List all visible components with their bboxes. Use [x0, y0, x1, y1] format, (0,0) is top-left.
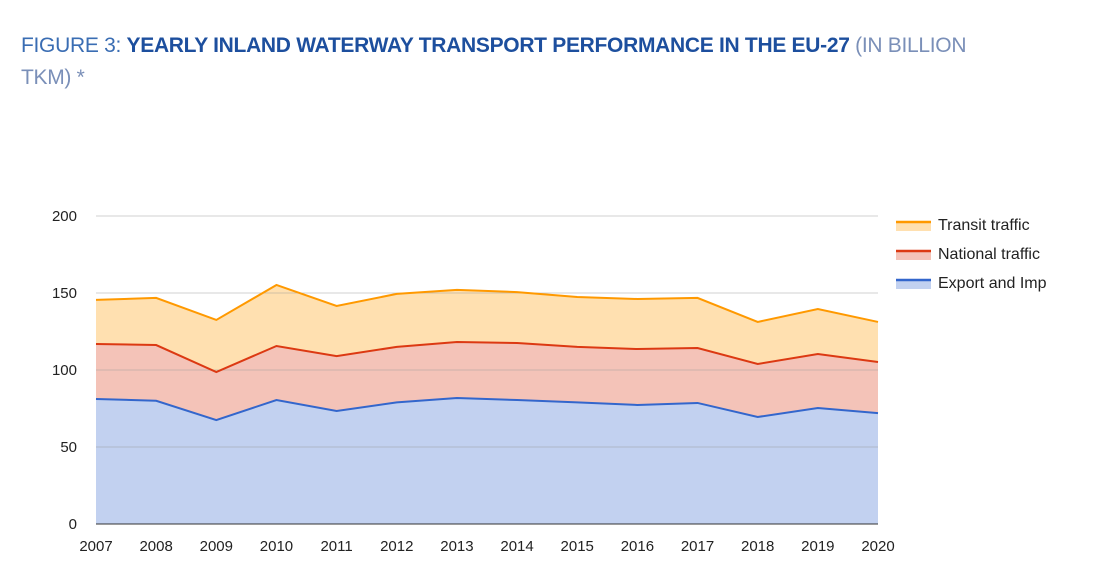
legend-label: Export and Imp	[938, 275, 1047, 292]
legend-swatch	[896, 221, 931, 231]
line-transit-traffic	[95, 283, 879, 323]
x-tick-label: 2010	[260, 538, 293, 555]
x-tick-label: 2007	[79, 538, 112, 555]
legend-swatch	[896, 279, 931, 289]
line-export-and-imp	[95, 397, 879, 422]
figure-label: FIGURE 3:	[21, 34, 127, 57]
x-tick-label: 2012	[380, 538, 413, 555]
x-tick-label: 2020	[861, 538, 894, 555]
line-national-traffic	[95, 340, 879, 374]
figure-unit: (IN BILLION TKM) *	[21, 34, 967, 89]
legend-label: Transit traffic	[938, 217, 1030, 234]
figure-main-title: YEARLY INLAND WATERWAY TRANSPORT PERFORM…	[126, 34, 850, 57]
x-tick-label: 2019	[801, 538, 834, 555]
y-tick-label: 50	[60, 439, 77, 456]
x-tick-label: 2018	[741, 538, 774, 555]
y-tick-label: 150	[52, 285, 77, 302]
x-tick-label: 2017	[681, 538, 714, 555]
x-tick-label: 2015	[561, 538, 594, 555]
x-tick-label: 2013	[440, 538, 473, 555]
x-tick-label: 2011	[320, 538, 352, 555]
y-tick-label: 0	[69, 516, 77, 533]
legend-swatch	[896, 250, 931, 260]
area-transit-traffic	[96, 284, 878, 373]
area-export-and-imp	[96, 398, 878, 524]
figure-title: FIGURE 3: YEARLY INLAND WATERWAY TRANSPO…	[21, 30, 1021, 94]
y-tick-label: 100	[52, 362, 77, 379]
y-tick-label: 200	[52, 208, 77, 225]
area-national-traffic	[96, 341, 878, 421]
x-tick-label: 2014	[500, 538, 533, 555]
x-tick-label: 2009	[200, 538, 233, 555]
legend-label: National traffic	[938, 246, 1040, 263]
x-tick-label: 2008	[139, 538, 172, 555]
x-tick-label: 2016	[621, 538, 654, 555]
